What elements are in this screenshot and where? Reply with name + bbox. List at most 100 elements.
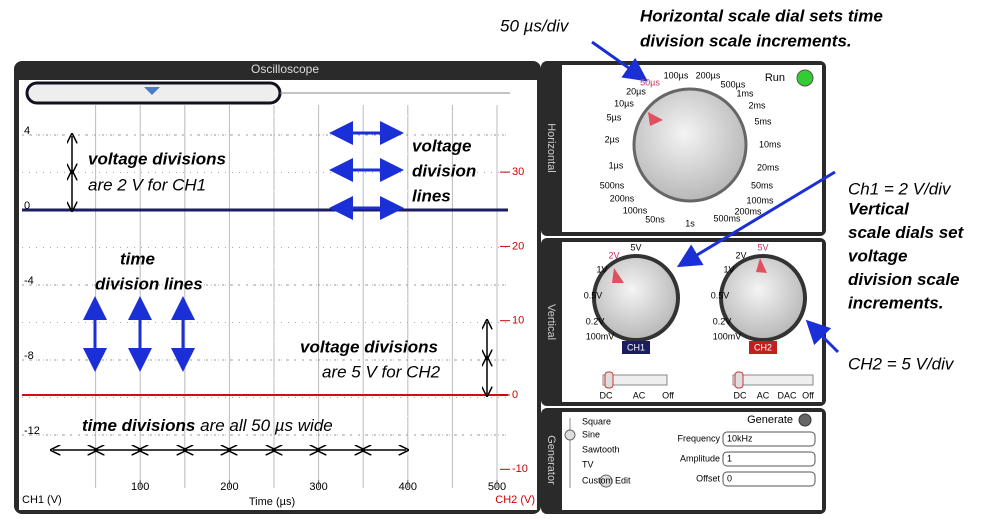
dial-label: 2V bbox=[608, 250, 619, 260]
dial-label: 50ns bbox=[645, 214, 665, 224]
dial-label: 2µs bbox=[605, 134, 620, 144]
amplitude-value: 1 bbox=[727, 453, 732, 463]
offset-value: 0 bbox=[727, 473, 732, 483]
x-tick-label: 100 bbox=[131, 481, 149, 493]
annotation: Vertical bbox=[848, 199, 910, 218]
y-tick-label: -12 bbox=[24, 425, 40, 437]
coupling-label: AC bbox=[633, 390, 646, 400]
x-tick-label: 400 bbox=[399, 481, 417, 493]
y2-axis-label: CH2 (V) bbox=[495, 494, 535, 506]
x-tick-label: 200 bbox=[220, 481, 238, 493]
dial-label: 1µs bbox=[609, 160, 624, 170]
amplitude-field[interactable] bbox=[722, 451, 816, 467]
annotation: scale dials set bbox=[848, 223, 965, 242]
dial-label: 1s bbox=[685, 218, 695, 228]
dial-label: 20ms bbox=[757, 162, 780, 172]
y-tick-label: 4 bbox=[24, 125, 30, 137]
ch1-label: CH1 bbox=[627, 342, 645, 352]
annotation: division scale bbox=[848, 270, 960, 289]
annotation: increments. bbox=[848, 293, 943, 312]
annotation: voltage bbox=[848, 246, 908, 265]
ch2-dial[interactable] bbox=[719, 254, 807, 342]
wave-option: Sine bbox=[582, 429, 600, 439]
coupling-label: DC bbox=[734, 390, 747, 400]
generate-button[interactable] bbox=[798, 413, 812, 427]
dial-label: 1V bbox=[723, 264, 734, 274]
annotation: CH2 = 5 V/div bbox=[848, 354, 955, 373]
annotation-rest: are all 50 µs wide bbox=[200, 416, 333, 435]
annotation: Ch1 = 2 V/div bbox=[848, 179, 952, 198]
dial-label: 2V bbox=[735, 250, 746, 260]
time-dial[interactable] bbox=[632, 87, 748, 203]
y2-tick-label: 30 bbox=[512, 166, 524, 178]
dial-label: 1ms bbox=[736, 88, 754, 98]
wave-slider[interactable] bbox=[564, 429, 576, 441]
dial-label: 100ms bbox=[746, 195, 774, 205]
ch2-badge bbox=[749, 341, 777, 354]
y2-tick-label: 0 bbox=[512, 389, 518, 401]
annotation: division scale increments. bbox=[640, 31, 852, 50]
coupling-label: DC bbox=[600, 390, 613, 400]
x-tick-label: 500 bbox=[488, 481, 506, 493]
x-axis-label: Time (µs) bbox=[249, 496, 295, 508]
ch1-coupling-slider[interactable] bbox=[602, 374, 668, 386]
dial-label: 0.5V bbox=[584, 290, 603, 300]
annotation: are 2 V for CH1 bbox=[88, 175, 206, 194]
dial-label: 0.5V bbox=[711, 290, 730, 300]
trigger-marker[interactable] bbox=[144, 87, 160, 95]
annotation: time divisions are all 50 µs wide bbox=[82, 416, 333, 435]
dial-label: 500µs bbox=[721, 79, 746, 89]
coupling-label: Off bbox=[802, 390, 814, 400]
annotation: time bbox=[120, 249, 155, 268]
edit-label: Edit bbox=[615, 475, 631, 485]
annotation: division lines bbox=[95, 274, 203, 293]
coupling-label: DAC bbox=[777, 390, 797, 400]
dial-label: 100mV bbox=[586, 331, 615, 341]
edit-button[interactable] bbox=[599, 474, 613, 488]
dial-label: 100µs bbox=[664, 70, 689, 80]
annotation: 50 µs/div bbox=[500, 16, 570, 35]
dial-label: 100mV bbox=[713, 331, 742, 341]
dial-label: 5V bbox=[630, 242, 641, 252]
dial-label: 5ms bbox=[754, 116, 772, 126]
scope-title: Oscilloscope bbox=[251, 62, 319, 76]
run-label: Run bbox=[765, 72, 785, 84]
dial-label: 10µs bbox=[614, 98, 634, 108]
dial-label: 0.2V bbox=[713, 316, 732, 326]
annotation: Horizontal scale dial sets time bbox=[640, 6, 883, 25]
dial-label: 100ns bbox=[623, 205, 648, 215]
horizontal-tab[interactable]: Horizontal bbox=[545, 123, 557, 173]
generator-tab[interactable]: Generator bbox=[545, 435, 557, 485]
wave-option: TV bbox=[582, 459, 594, 469]
wave-option: Custom bbox=[582, 475, 613, 485]
dial-label: 10ms bbox=[759, 139, 782, 149]
vertical-tab[interactable]: Vertical bbox=[545, 304, 557, 340]
ch2-label: CH2 bbox=[754, 342, 772, 352]
frequency-label: Frequency bbox=[677, 433, 720, 443]
dial-label: 50ms bbox=[751, 180, 774, 190]
dial-label: 5V bbox=[757, 242, 768, 252]
y-axis-label: CH1 (V) bbox=[22, 494, 62, 506]
ch2-coupling-slider[interactable] bbox=[732, 374, 814, 386]
annotation: lines bbox=[412, 186, 451, 205]
black-arrows bbox=[53, 136, 487, 450]
annotation: voltage divisions bbox=[300, 337, 438, 356]
dial-label: 200µs bbox=[696, 70, 721, 80]
y2-tick-label: 10 bbox=[512, 315, 524, 327]
y-tick-label: 0 bbox=[24, 200, 30, 212]
amplitude-label: Amplitude bbox=[680, 453, 720, 463]
y-tick-label: -4 bbox=[24, 275, 34, 287]
frequency-field[interactable] bbox=[722, 431, 816, 447]
run-button[interactable] bbox=[796, 69, 814, 87]
coupling-label: Off bbox=[662, 390, 674, 400]
coupling-label: AC bbox=[757, 390, 770, 400]
wave-option: Square bbox=[582, 416, 611, 426]
scope-plot bbox=[19, 80, 537, 510]
y2-tick-label: -10 bbox=[512, 463, 528, 475]
blue-arrows bbox=[83, 121, 404, 372]
offset-field[interactable] bbox=[722, 471, 816, 487]
dial-label: 500ms bbox=[713, 213, 741, 223]
generate-label: Generate bbox=[747, 414, 793, 426]
wave-option: Sawtooth bbox=[582, 444, 620, 454]
annotation: are 5 V for CH2 bbox=[322, 362, 441, 381]
